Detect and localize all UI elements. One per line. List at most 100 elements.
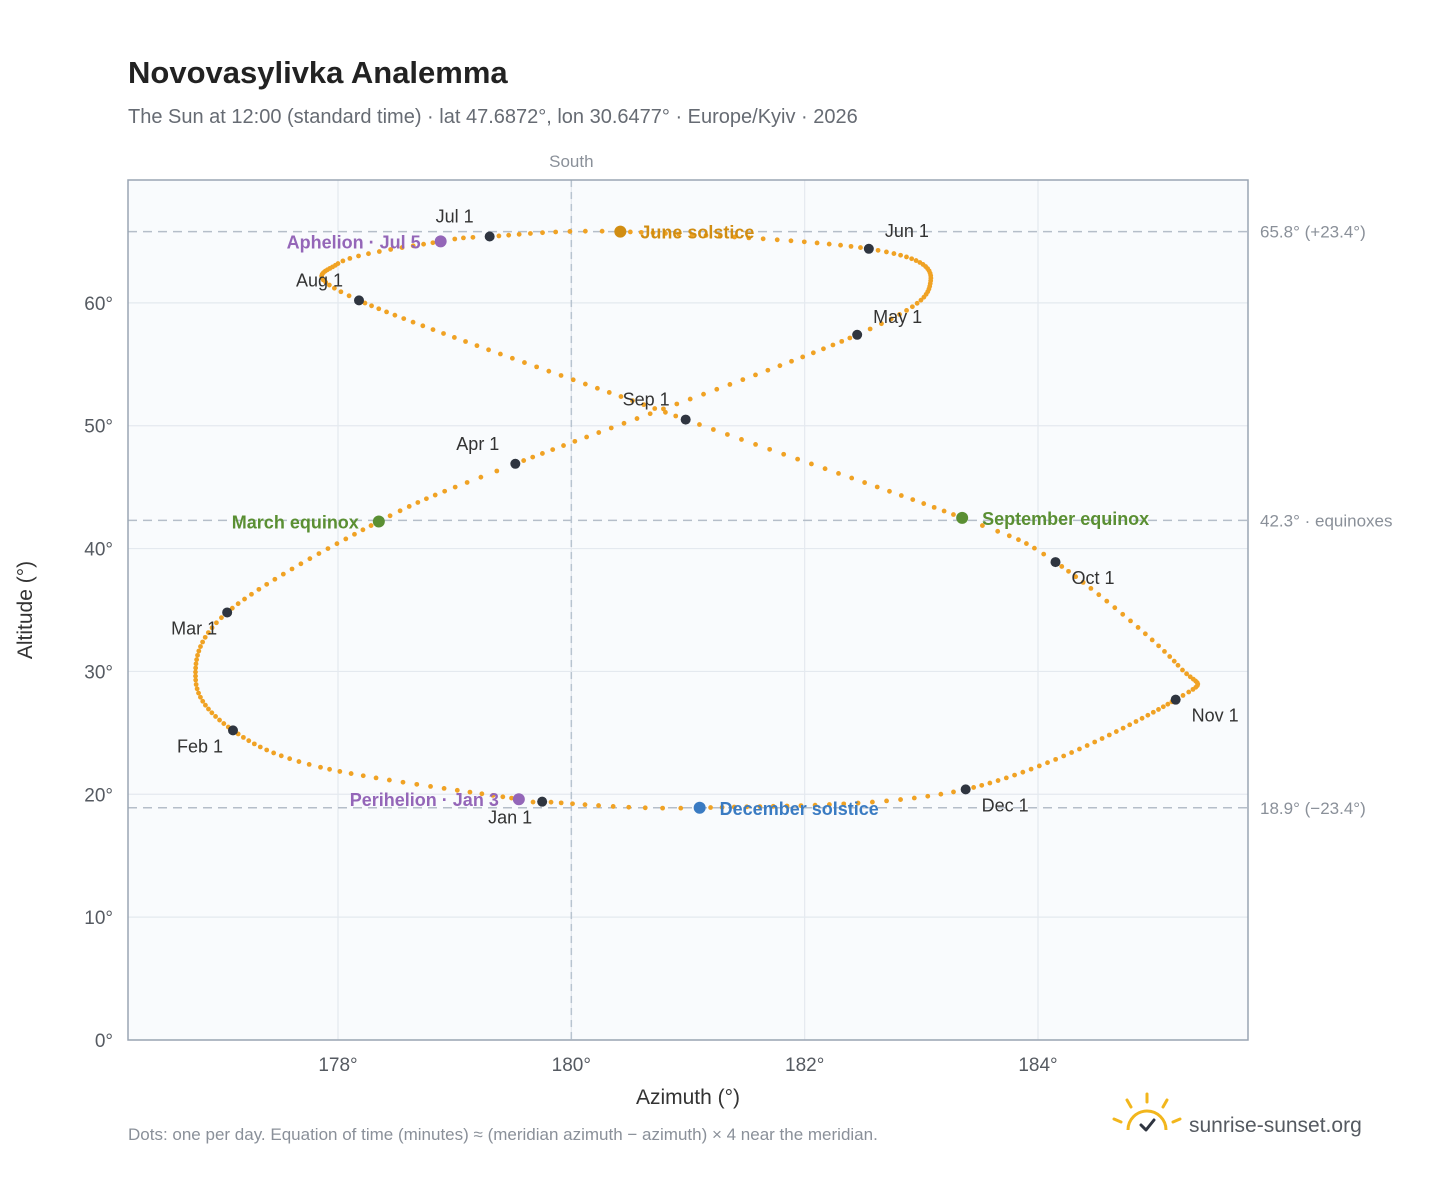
day-dot <box>938 791 944 797</box>
sun-logo-icon <box>1112 1092 1182 1132</box>
day-dot <box>1092 739 1098 745</box>
month-dot <box>1170 694 1181 705</box>
day-dot <box>572 438 578 444</box>
day-dot <box>1036 763 1042 769</box>
day-dot <box>553 229 559 235</box>
day-dot <box>570 801 575 807</box>
day-dot <box>198 644 203 649</box>
day-dot <box>582 381 588 387</box>
day-dot <box>202 634 208 640</box>
day-dot <box>789 358 794 364</box>
brand-name[interactable]: sunrise-sunset.org <box>1189 1114 1362 1137</box>
day-dot <box>1162 648 1167 654</box>
day-dot <box>451 335 457 340</box>
day-dot <box>1128 618 1133 624</box>
day-dot <box>205 630 211 635</box>
day-dot <box>264 747 270 753</box>
day-dot <box>847 335 853 341</box>
day-dot <box>979 523 985 528</box>
day-dot <box>1016 537 1021 543</box>
day-dot <box>558 800 564 806</box>
day-dot <box>663 409 668 415</box>
day-dot <box>356 253 361 259</box>
day-dot <box>296 759 302 764</box>
day-dot <box>194 686 200 692</box>
day-dot <box>548 799 554 805</box>
month-dot <box>484 231 495 242</box>
day-dot <box>1150 709 1156 715</box>
day-dot <box>1073 574 1079 580</box>
day-dot <box>194 657 200 663</box>
day-dot <box>765 367 771 373</box>
day-dot <box>913 258 919 263</box>
day-dot <box>272 576 278 582</box>
day-dot <box>384 309 389 315</box>
day-dot <box>1053 756 1059 762</box>
day-dot <box>995 528 1001 534</box>
day-dot <box>441 331 446 336</box>
day-dot <box>800 354 806 360</box>
day-dot <box>1149 637 1155 643</box>
day-dot <box>862 480 868 485</box>
day-dot <box>731 804 737 810</box>
event-dot <box>693 801 706 814</box>
day-dot <box>836 470 841 476</box>
day-dot <box>200 698 206 704</box>
day-dot <box>1084 743 1090 748</box>
plot-area <box>128 180 1248 1040</box>
month-label: Apr 1 <box>456 434 499 454</box>
day-dot <box>442 488 448 494</box>
day-dot <box>1099 736 1105 741</box>
day-dot <box>479 791 485 797</box>
day-dot <box>1139 715 1145 721</box>
event-dot <box>614 225 627 238</box>
day-dot <box>461 235 466 241</box>
day-dot <box>347 255 353 261</box>
day-dot <box>1061 753 1067 759</box>
y-tick-label: 10° <box>84 908 113 929</box>
day-dot <box>634 416 640 421</box>
day-dot <box>784 803 790 809</box>
day-dot <box>203 702 208 708</box>
day-dot <box>490 792 496 798</box>
day-dot <box>879 321 884 327</box>
day-dot <box>570 377 576 383</box>
day-dot <box>530 454 536 460</box>
day-dot <box>891 251 897 256</box>
day-dot <box>1020 769 1026 775</box>
day-dot <box>710 427 716 432</box>
day-dot <box>1104 598 1110 604</box>
day-dot <box>521 458 527 463</box>
month-dot <box>863 243 874 254</box>
day-dot <box>1156 707 1161 712</box>
day-dot <box>1145 712 1151 718</box>
event-label: September equinox <box>982 509 1149 529</box>
day-dot <box>650 230 656 236</box>
day-dot <box>1142 631 1148 637</box>
day-dot <box>744 804 750 810</box>
day-dot <box>1160 704 1166 710</box>
day-dot <box>271 750 277 756</box>
day-dot <box>701 391 706 397</box>
day-dot <box>428 784 433 789</box>
day-dot <box>821 346 826 352</box>
day-dot <box>809 461 814 467</box>
month-label: Dec 1 <box>982 795 1029 815</box>
day-dot <box>638 229 644 235</box>
day-dot <box>399 245 405 250</box>
day-dot <box>289 566 295 572</box>
month-label: Nov 1 <box>1192 706 1239 726</box>
day-dot <box>195 652 200 658</box>
day-dot <box>298 561 304 567</box>
day-dot <box>530 799 536 805</box>
day-dot <box>387 513 393 519</box>
day-dot <box>467 789 473 795</box>
day-dot <box>338 289 344 295</box>
day-dot <box>432 492 438 498</box>
day-dot <box>209 625 215 631</box>
day-dot <box>193 669 198 675</box>
day-dot <box>1120 611 1126 617</box>
event-label: June solstice <box>640 223 754 243</box>
event-label: December solstice <box>720 799 879 819</box>
day-dot <box>918 297 924 303</box>
